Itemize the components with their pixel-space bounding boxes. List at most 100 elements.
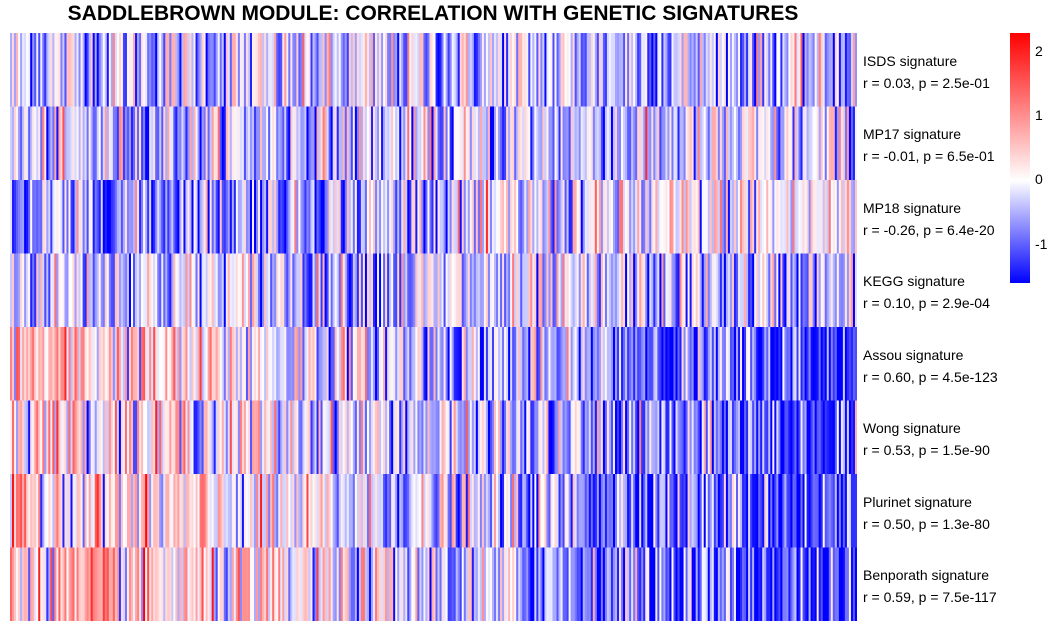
heatmap-cell xyxy=(663,106,666,180)
heatmap-cell xyxy=(153,106,156,180)
heatmap-cell xyxy=(225,327,229,401)
heatmap-cell xyxy=(780,106,783,180)
heatmap-cell xyxy=(330,400,333,474)
heatmap-cell xyxy=(838,33,842,107)
heatmap-cell xyxy=(794,33,797,107)
heatmap-cell xyxy=(828,180,832,254)
heatmap-cell xyxy=(312,474,315,548)
heatmap-cell xyxy=(548,106,551,180)
heatmap-cell xyxy=(764,474,767,548)
heatmap-cell xyxy=(610,327,614,401)
heatmap-cell xyxy=(740,33,743,107)
heatmap-cell xyxy=(40,33,43,107)
heatmap-cell xyxy=(116,33,120,107)
heatmap-cell xyxy=(435,474,438,548)
heatmap-cell xyxy=(124,400,128,474)
heatmap-cell xyxy=(235,327,239,401)
heatmap-cell xyxy=(574,327,577,401)
heatmap-cell xyxy=(663,400,666,474)
heatmap-cell xyxy=(385,547,388,621)
heatmap-cell xyxy=(627,547,630,621)
heatmap-cell xyxy=(832,253,836,327)
heatmap-cell xyxy=(669,327,672,401)
heatmap-cell xyxy=(665,400,668,474)
heatmap-cell xyxy=(304,474,307,548)
heatmap-cell xyxy=(580,180,584,254)
heatmap-cell xyxy=(229,33,233,107)
heatmap-cell xyxy=(417,253,420,327)
heatmap-cell xyxy=(135,547,138,621)
heatmap-cell xyxy=(389,327,392,401)
heatmap-cell xyxy=(183,106,186,180)
heatmap-cell xyxy=(28,400,31,474)
heatmap-cell xyxy=(647,33,650,107)
heatmap-cell xyxy=(322,180,325,254)
heatmap-cell xyxy=(824,400,828,474)
heatmap-cell xyxy=(477,180,481,254)
heatmap-cell xyxy=(173,547,176,621)
heatmap-cell xyxy=(538,253,541,327)
heatmap-cell xyxy=(215,327,219,401)
heatmap-cell xyxy=(554,400,557,474)
heatmap-cell xyxy=(126,400,130,474)
heatmap-cell xyxy=(479,327,483,401)
heatmap-cell xyxy=(137,253,140,327)
heatmap-cell xyxy=(659,547,662,621)
heatmap-cell xyxy=(814,327,817,401)
heatmap-cell xyxy=(463,474,467,548)
heatmap-cell xyxy=(368,327,372,401)
heatmap-cell xyxy=(26,547,29,621)
heatmap-cell xyxy=(157,253,160,327)
heatmap-cell xyxy=(64,106,67,180)
heatmap-cell xyxy=(810,253,813,327)
heatmap-cell xyxy=(697,547,700,621)
heatmap-cell xyxy=(812,253,815,327)
heatmap-cell xyxy=(721,474,725,548)
heatmap-cell xyxy=(419,33,422,107)
heatmap-cell xyxy=(312,547,315,621)
heatmap-cell xyxy=(736,180,739,254)
heatmap-cell xyxy=(425,327,428,401)
heatmap-cells xyxy=(10,33,857,621)
heatmap-cell xyxy=(498,327,501,401)
heatmap-cell xyxy=(629,33,632,107)
heatmap-cell xyxy=(445,180,448,254)
heatmap-cell xyxy=(110,106,114,180)
heatmap-cell xyxy=(473,180,477,254)
heatmap-cell xyxy=(742,253,745,327)
heatmap-cell xyxy=(792,547,795,621)
heatmap-cell xyxy=(623,327,626,401)
heatmap-cell xyxy=(584,33,588,107)
heatmap-cell xyxy=(26,253,29,327)
heatmap-cell xyxy=(826,327,830,401)
heatmap-cell xyxy=(713,33,717,107)
heatmap-cell xyxy=(231,327,235,401)
heatmap-cell xyxy=(153,33,156,107)
heatmap-cell xyxy=(439,106,442,180)
heatmap-cell xyxy=(288,253,291,327)
heatmap-cell xyxy=(695,106,698,180)
heatmap-cell xyxy=(655,253,658,327)
heatmap-cell xyxy=(243,253,247,327)
heatmap-cell xyxy=(108,327,112,401)
heatmap-cell xyxy=(483,106,487,180)
heatmap-cell xyxy=(68,547,71,621)
heatmap-cell xyxy=(560,547,563,621)
heatmap-cell xyxy=(582,327,586,401)
heatmap-cell xyxy=(461,327,465,401)
heatmap-cell xyxy=(504,474,507,548)
heatmap-cell xyxy=(848,547,852,621)
heatmap-cell xyxy=(649,547,652,621)
heatmap-cell xyxy=(92,180,95,254)
heatmap-cell xyxy=(709,547,713,621)
heatmap-cell xyxy=(766,106,769,180)
heatmap-cell xyxy=(719,180,723,254)
heatmap-cell xyxy=(766,180,769,254)
heatmap-cell xyxy=(477,253,481,327)
heatmap-cell xyxy=(602,253,606,327)
heatmap-cell xyxy=(169,180,172,254)
heatmap-cell xyxy=(723,180,727,254)
heatmap-cell xyxy=(679,474,682,548)
heatmap-cell xyxy=(792,253,795,327)
heatmap-cell xyxy=(782,253,785,327)
